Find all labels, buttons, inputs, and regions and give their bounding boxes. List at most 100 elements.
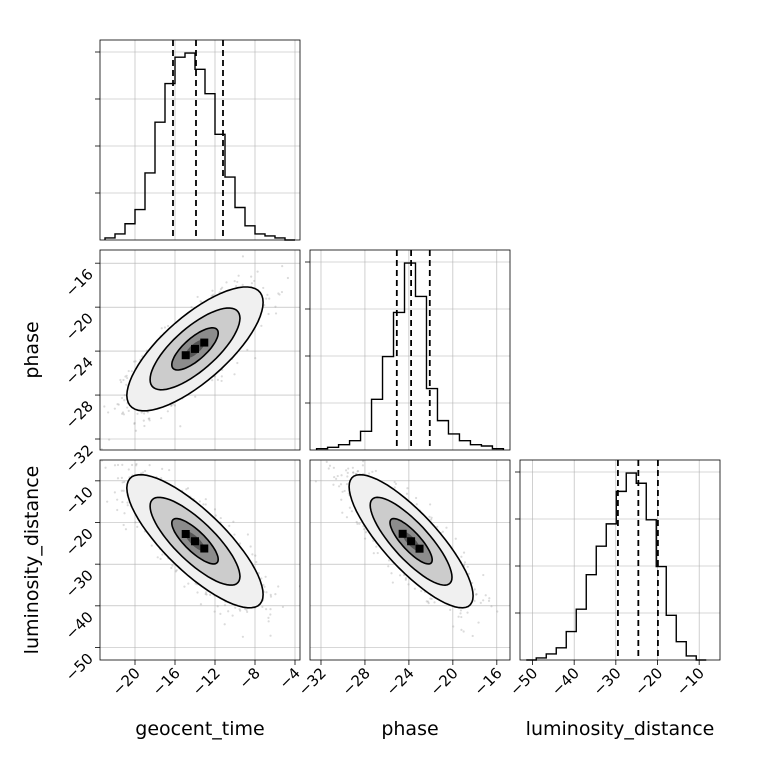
scatter-point (471, 634, 474, 638)
scatter-point (267, 312, 270, 316)
scatter-point (175, 569, 178, 572)
scatter-point (148, 419, 151, 422)
scatter-point (219, 516, 222, 520)
scatter-point (429, 503, 432, 506)
scatter-point (219, 287, 223, 291)
scatter-point (127, 369, 130, 373)
scatter-point (146, 411, 149, 414)
contour-middle (149, 496, 241, 586)
scatter-point (219, 612, 222, 615)
scatter-point (281, 605, 285, 609)
scatter-point (436, 525, 439, 528)
scatter-point (233, 373, 236, 376)
scatter-point (278, 293, 281, 296)
scatter-point (269, 634, 272, 637)
scatter-point (170, 404, 173, 407)
scatter-point (340, 474, 343, 477)
scatter-point (142, 419, 145, 422)
scatter-point (376, 551, 379, 555)
scatter-point (116, 508, 119, 512)
density-peak (200, 338, 209, 347)
scatter-point (121, 500, 124, 504)
joint-content (314, 460, 499, 638)
contour-outer (125, 286, 264, 412)
scatter-point (220, 375, 223, 378)
scatter-point (473, 588, 476, 591)
scatter-point (126, 504, 129, 507)
density-peak (181, 351, 190, 360)
scatter-point (214, 514, 217, 517)
scatter-point (233, 533, 236, 536)
density-peak (200, 544, 209, 553)
scatter-point (126, 406, 129, 409)
panel-frame (99, 249, 301, 451)
scatter-point (122, 523, 125, 527)
scatter-point (123, 480, 126, 484)
scatter-point (254, 356, 257, 360)
panel-frame (519, 459, 721, 661)
scatter-point (246, 348, 249, 351)
scatter-point (130, 463, 134, 467)
scatter-point (124, 375, 127, 378)
scatter-point (223, 604, 227, 607)
scatter-point (238, 608, 241, 611)
scatter-point (117, 403, 120, 406)
scatter-point (123, 394, 126, 397)
scatter-point (327, 467, 330, 470)
scatter-point (205, 593, 208, 596)
scatter-point (156, 556, 159, 559)
scatter-point (234, 606, 237, 609)
scatter-point (108, 438, 111, 441)
scatter-point (375, 545, 378, 548)
scatter-point (262, 286, 265, 290)
scatter-point (142, 471, 145, 474)
scatter-point (143, 412, 146, 415)
contour-middle (149, 307, 241, 391)
scatter-point (231, 614, 234, 617)
scatter-point (127, 468, 130, 471)
scatter-point (343, 489, 346, 493)
scatter-point (371, 470, 374, 473)
scatter-point (133, 421, 136, 425)
scatter-point (221, 286, 224, 289)
density-peak (191, 344, 199, 353)
scatter-point (460, 615, 463, 619)
scatter-point (211, 378, 214, 382)
scatter-point (171, 564, 174, 567)
scatter-point (254, 554, 257, 557)
scatter-point (361, 464, 365, 467)
scatter-point (179, 425, 182, 428)
scatter-point (333, 475, 336, 479)
scatter-point (232, 520, 235, 523)
scatter-point (426, 600, 430, 603)
scatter-point (100, 460, 104, 462)
scatter-point (368, 472, 371, 475)
scatter-point (415, 503, 418, 506)
scatter-point (407, 583, 410, 586)
scatter-point (120, 489, 123, 492)
scatter-point (216, 605, 219, 608)
density-peak (181, 529, 190, 538)
scatter-point (430, 516, 433, 519)
scatter-point (277, 585, 280, 588)
scatter-point (420, 589, 423, 593)
scatter-point (211, 289, 214, 292)
scatter-point (267, 616, 270, 619)
scatter-point (255, 560, 258, 564)
scatter-point (246, 533, 250, 536)
scatter-point (236, 280, 239, 284)
scatter-point (121, 463, 124, 466)
scatter-point (487, 599, 491, 602)
scatter-point (404, 578, 407, 581)
scatter-point (144, 469, 147, 473)
scatter-point (325, 460, 328, 463)
scatter-point (122, 489, 125, 492)
scatter-point (241, 283, 244, 286)
scatter-point (477, 621, 480, 624)
scatter-point (140, 411, 143, 414)
scatter-point (457, 615, 460, 618)
scatter-point (394, 482, 398, 486)
scatter-point (166, 410, 169, 413)
scatter-point (100, 448, 103, 450)
density-peak (191, 537, 199, 546)
